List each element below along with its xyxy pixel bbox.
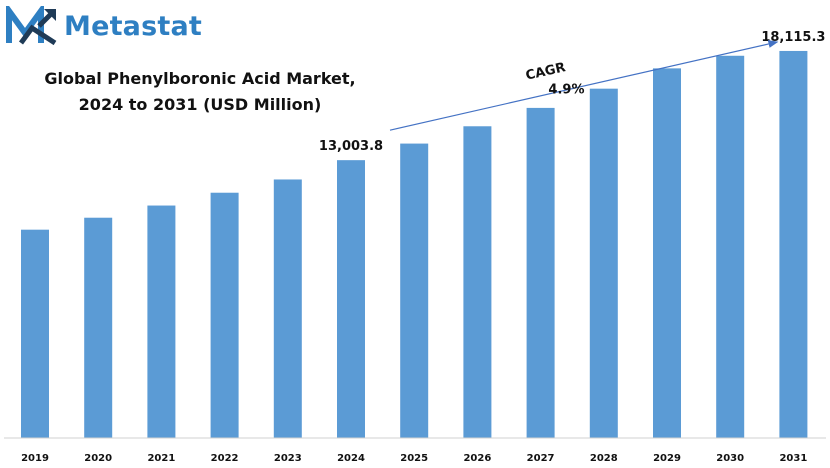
data-label-2024: 13,003.8 <box>319 139 383 154</box>
chart-title: Global Phenylboronic Acid Market, 2024 t… <box>20 66 380 118</box>
bar-2027 <box>526 107 555 439</box>
cagr-value: 4.9% <box>548 82 584 97</box>
bar-2021 <box>147 205 176 438</box>
metastat-logo-icon <box>6 6 57 46</box>
bar-2028 <box>589 88 618 439</box>
data-label-2031: 18,115.3 <box>761 30 825 45</box>
x-tick-label-2023: 2023 <box>274 453 302 464</box>
bar-2029 <box>653 68 681 439</box>
x-tick-label-2029: 2029 <box>653 453 681 464</box>
bar-2026 <box>463 126 492 439</box>
x-tick-label-2020: 2020 <box>84 453 112 464</box>
x-tick-label-2024: 2024 <box>337 453 365 464</box>
bar-2025 <box>400 143 429 438</box>
bar-2022 <box>210 192 239 438</box>
x-tick-label-2030: 2030 <box>716 453 744 464</box>
chart-title-line-2: 2024 to 2031 (USD Million) <box>78 95 322 114</box>
x-tick-label-2026: 2026 <box>463 453 491 464</box>
bar-2024 <box>337 160 365 438</box>
brand-name: Metastat <box>64 10 203 42</box>
bar-2023 <box>273 179 302 438</box>
x-tick-label-2027: 2027 <box>527 453 555 464</box>
x-tick-label-2031: 2031 <box>779 453 807 464</box>
chart-title-line-1: Global Phenylboronic Acid Market, <box>44 69 356 88</box>
x-tick-label-2022: 2022 <box>211 453 239 464</box>
bar-2019 <box>21 229 49 438</box>
x-tick-label-2019: 2019 <box>21 453 49 464</box>
x-tick-label-2021: 2021 <box>147 453 175 464</box>
cagr-label: CAGR <box>524 60 567 84</box>
cagr-arrow <box>389 40 779 131</box>
bar-2030 <box>716 55 745 438</box>
brand-logo: Metastat <box>6 6 202 46</box>
x-tick-label-2028: 2028 <box>590 453 618 464</box>
x-tick-label-2025: 2025 <box>400 453 428 464</box>
bar-2031 <box>779 50 808 439</box>
bar-2020 <box>84 217 113 438</box>
